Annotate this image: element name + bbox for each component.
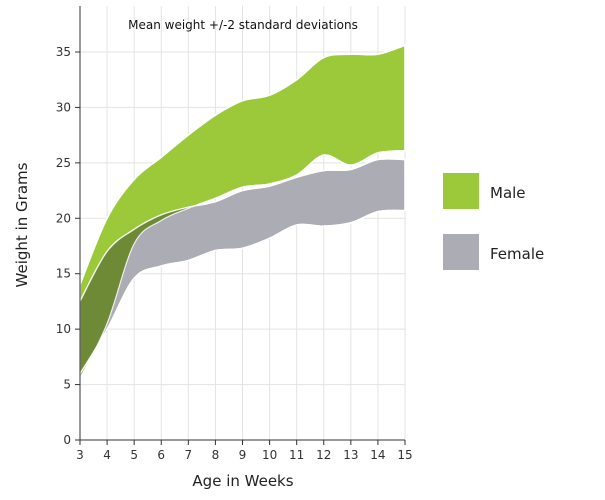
y-tick-label: 0 (63, 433, 71, 447)
y-tick-label: 30 (56, 100, 71, 114)
x-tick-label: 4 (103, 448, 111, 462)
data-areas (79, 44, 406, 380)
x-tick-label: 6 (157, 448, 165, 462)
x-tick-label: 5 (130, 448, 138, 462)
x-tick-label: 7 (185, 448, 193, 462)
x-tick-label: 10 (262, 448, 277, 462)
legend: Male Female (443, 173, 544, 270)
male-band-outline (79, 44, 406, 380)
x-tick-label: 12 (316, 448, 331, 462)
y-tick-label: 10 (56, 322, 71, 336)
x-tick-label: 9 (239, 448, 247, 462)
legend-label-female: Female (490, 245, 544, 263)
y-tick-label: 5 (63, 378, 71, 392)
x-tick-label: 15 (397, 448, 412, 462)
y-tick-label: 20 (56, 211, 71, 225)
legend-swatch-male (443, 173, 479, 209)
y-tick-label: 15 (56, 267, 71, 281)
chart-title: Mean weight +/-2 standard deviations (128, 18, 358, 32)
x-tick-label: 8 (212, 448, 220, 462)
x-tick-label: 11 (289, 448, 304, 462)
legend-label-male: Male (490, 184, 526, 202)
x-tick-label: 14 (370, 448, 385, 462)
axes: 3 4 5 6 7 8 9 10 11 12 13 14 15 0 5 10 15 20 25 30 35 (56, 6, 413, 462)
y-axis-title: Weight in Grams (13, 162, 31, 287)
x-axis-title: Age in Weeks (192, 472, 293, 490)
x-tick-label: 13 (343, 448, 358, 462)
legend-swatch-female (443, 234, 479, 270)
female-band-outline (79, 158, 406, 376)
y-tick-label: 25 (56, 156, 71, 170)
y-tick-label: 35 (56, 45, 71, 59)
x-tick-label: 3 (76, 448, 84, 462)
